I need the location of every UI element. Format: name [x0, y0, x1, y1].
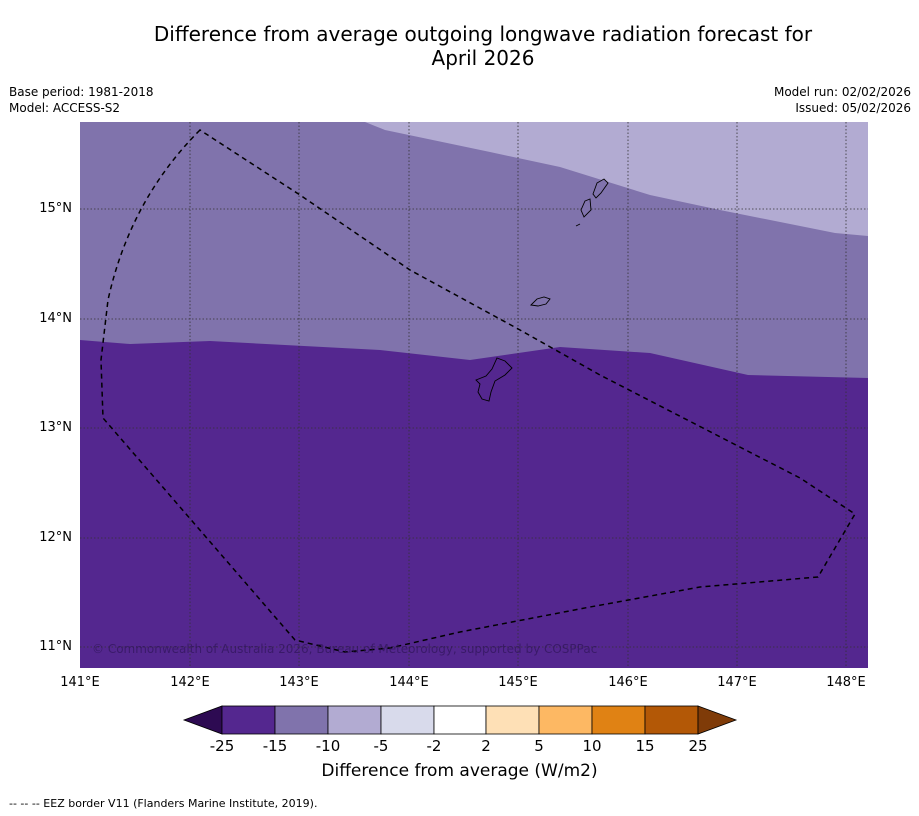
colorbar-bin-5 — [433, 705, 487, 735]
lon-label-147e: 147°E — [717, 675, 757, 690]
guam-island — [475, 357, 513, 402]
meta-left: Base period: 1981-2018 Model: ACCESS-S2 — [9, 84, 154, 116]
colorbar-bin-7 — [538, 705, 593, 735]
band-fill-minus-10-to-minus-5 — [365, 122, 868, 236]
colorbar-bin-6 — [485, 705, 540, 735]
lon-label-144e: 144°E — [389, 675, 429, 690]
saipan-island — [592, 178, 609, 199]
lon-label-141e: 141°E — [60, 675, 100, 690]
graticule — [80, 122, 868, 668]
colorbar-bin-4 — [380, 705, 435, 735]
colorbar-tick-minus-25: -25 — [209, 737, 235, 755]
rota-island — [530, 296, 551, 307]
anomaly-field — [80, 122, 868, 668]
colorbar-tick-minus-5: -5 — [373, 737, 389, 755]
colorbar-tick-15: 15 — [635, 737, 655, 755]
colorbar-tick-minus-10: -10 — [315, 737, 341, 755]
colorbar-extend-high — [697, 705, 738, 735]
colorbar-tick-25: 25 — [688, 737, 708, 755]
colorbar-tick-minus-2: -2 — [426, 737, 442, 755]
eez-border — [100, 129, 857, 653]
lat-label-11n: 11°N — [39, 639, 72, 654]
lon-label-148e: 148°E — [826, 675, 866, 690]
eez-legend-note: -- -- -- EEZ border V11 (Flanders Marine… — [9, 797, 318, 810]
title-line-1: Difference from average outgoing longwav… — [153, 22, 813, 46]
lon-label-146e: 146°E — [608, 675, 648, 690]
lat-label-15n: 15°N — [39, 201, 72, 216]
colorbar-bin-3 — [327, 705, 382, 735]
lon-label-142e: 142°E — [170, 675, 210, 690]
title-line-2: April 2026 — [431, 46, 535, 70]
colorbar-bin-9 — [644, 705, 699, 735]
colorbar-tick-5: 5 — [534, 737, 544, 755]
colorbar-tick-2: 2 — [481, 737, 491, 755]
colorbar-extend-low — [182, 705, 223, 735]
copyright-notice: © Commonwealth of Australia 2026, Bureau… — [92, 642, 597, 656]
colorbar-bin-8 — [591, 705, 646, 735]
lon-label-145e: 145°E — [498, 675, 538, 690]
lat-label-13n: 13°N — [39, 420, 72, 435]
lon-label-143e: 143°E — [279, 675, 319, 690]
lat-label-12n: 12°N — [39, 530, 72, 545]
colorbar-bin-1 — [221, 705, 276, 735]
issued-date: Issued: 05/02/2026 — [795, 101, 911, 115]
colorbar-bin-2 — [274, 705, 329, 735]
colorbar-title: Difference from average (W/m2) — [321, 761, 598, 781]
colorbar-tick-10: 10 — [582, 737, 602, 755]
lat-label-14n: 14°N — [39, 311, 72, 326]
base-period: Base period: 1981-2018 — [9, 85, 154, 99]
model-run: Model run: 02/02/2026 — [773, 85, 911, 99]
colorbar — [182, 705, 738, 735]
aguijan-island — [575, 223, 581, 227]
colorbar-tick-minus-15: -15 — [262, 737, 288, 755]
chart-title: Difference from average outgoing longwav… — [0, 22, 919, 70]
model-name: Model: ACCESS-S2 — [9, 101, 121, 115]
meta-right: Model run: 02/02/2026 Issued: 05/02/2026 — [774, 84, 911, 116]
islands — [475, 178, 609, 402]
tinian-island — [580, 198, 592, 218]
